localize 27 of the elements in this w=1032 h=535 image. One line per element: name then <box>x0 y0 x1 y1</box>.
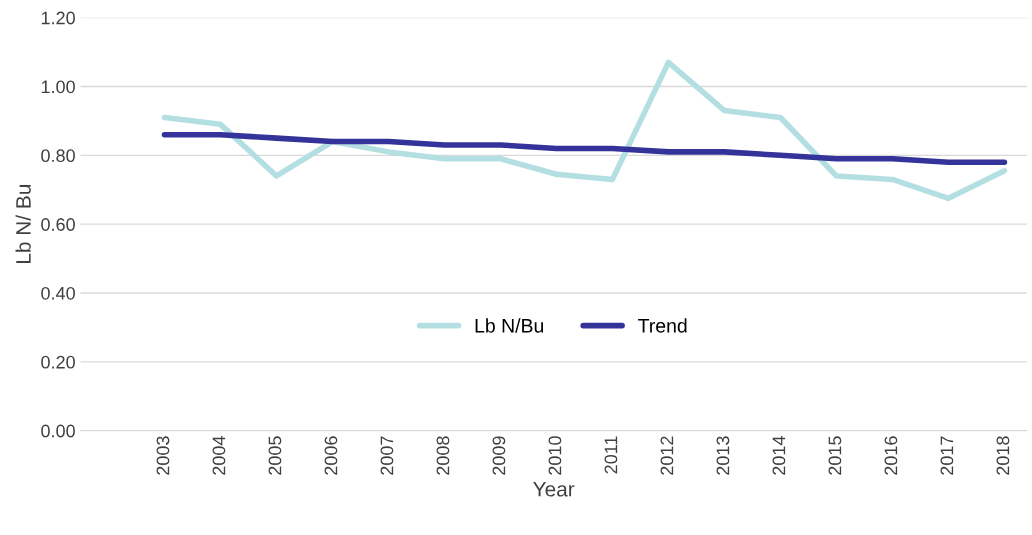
x-tick-label: 2009 <box>492 436 506 475</box>
legend-label: Trend <box>638 318 687 333</box>
x-tick-label: 2017 <box>940 436 954 475</box>
legend-label: Lb N/Bu <box>475 318 544 333</box>
x-axis-title: Year <box>533 482 575 497</box>
y-tick-label: 1.20 <box>41 11 75 25</box>
x-tick-label: 2011 <box>604 436 618 474</box>
x-tick-label: 2006 <box>324 436 338 475</box>
y-axis-title: Lb N/ Bu <box>15 185 31 263</box>
y-tick-label: 0.40 <box>41 286 75 300</box>
x-tick-label: 2012 <box>660 436 674 475</box>
x-tick-label: 2018 <box>996 436 1010 475</box>
x-tick-label: 2008 <box>436 436 450 475</box>
x-tick-label: 2005 <box>268 436 282 475</box>
x-tick-label: 2016 <box>884 436 898 475</box>
x-tick-label: 2015 <box>828 436 842 475</box>
x-tick-label: 2003 <box>156 436 170 475</box>
x-tick-label: 2007 <box>380 436 394 475</box>
y-tick-label: 0.00 <box>41 424 75 438</box>
x-tick-label: 2014 <box>772 436 786 475</box>
y-tick-label: 1.00 <box>41 80 75 94</box>
x-tick-label: 2013 <box>716 436 730 475</box>
x-tick-label: 2004 <box>212 436 226 475</box>
x-tick-label: 2010 <box>548 436 562 475</box>
y-tick-label: 0.60 <box>41 218 75 231</box>
y-tick-label: 0.20 <box>41 355 75 369</box>
y-tick-label: 0.80 <box>41 149 75 163</box>
